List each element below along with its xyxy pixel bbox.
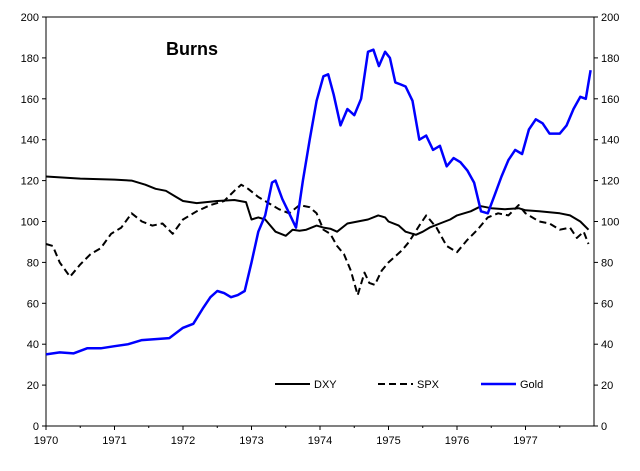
x-tick-label: 1972 xyxy=(171,435,195,447)
left-y-tick-label: 120 xyxy=(21,176,39,188)
left-y-tick-label: 80 xyxy=(27,257,39,269)
right-y-tick-label: 180 xyxy=(601,53,619,65)
legend-label-gold: Gold xyxy=(520,379,543,391)
right-y-tick-label: 100 xyxy=(601,217,619,229)
series-layer xyxy=(45,48,592,356)
series-line-dxy xyxy=(45,175,590,237)
left-y-tick-label: 60 xyxy=(27,298,39,310)
right-y-tick-label: 20 xyxy=(601,380,613,392)
x-tick-label: 1975 xyxy=(376,435,400,447)
series-line-gold xyxy=(45,48,592,356)
right-y-tick-label: 0 xyxy=(601,421,607,433)
x-tick-label: 1977 xyxy=(513,435,537,447)
right-y-tick-label: 120 xyxy=(601,176,619,188)
left-y-tick-label: 160 xyxy=(21,94,39,106)
chart-title: Burns xyxy=(166,39,218,59)
right-y-axis: 0 20 40 60 80 100 120 140 160 180 200 xyxy=(594,12,619,433)
right-y-tick-label: 200 xyxy=(601,12,619,24)
legend-label-dxy: DXY xyxy=(314,379,337,391)
right-y-tick-label: 160 xyxy=(601,94,619,106)
x-tick-label: 1974 xyxy=(308,435,332,447)
left-y-tick-label: 20 xyxy=(27,380,39,392)
left-y-tick-label: 100 xyxy=(21,217,39,229)
right-y-tick-label: 40 xyxy=(601,339,613,351)
legend-label-spx: SPX xyxy=(417,379,440,391)
x-tick-label: 1973 xyxy=(239,435,263,447)
left-y-tick-label: 40 xyxy=(27,339,39,351)
x-tick-label: 1971 xyxy=(102,435,126,447)
left-y-axis: 0 20 40 60 80 100 120 140 160 180 200 xyxy=(21,12,46,433)
right-y-tick-label: 140 xyxy=(601,135,619,147)
left-y-tick-label: 180 xyxy=(21,53,39,65)
left-y-tick-label: 200 xyxy=(21,12,39,24)
left-y-tick-label: 140 xyxy=(21,135,39,147)
x-tick-label: 1970 xyxy=(34,435,58,447)
series-line-spx xyxy=(45,183,590,297)
legend: DXY SPX Gold xyxy=(275,379,543,391)
x-axis: 1970 1971 1972 1973 1974 1975 1976 1977 xyxy=(34,426,561,447)
x-tick-label: 1976 xyxy=(445,435,469,447)
left-y-tick-label: 0 xyxy=(33,421,39,433)
right-y-tick-label: 80 xyxy=(601,257,613,269)
right-y-tick-label: 60 xyxy=(601,298,613,310)
